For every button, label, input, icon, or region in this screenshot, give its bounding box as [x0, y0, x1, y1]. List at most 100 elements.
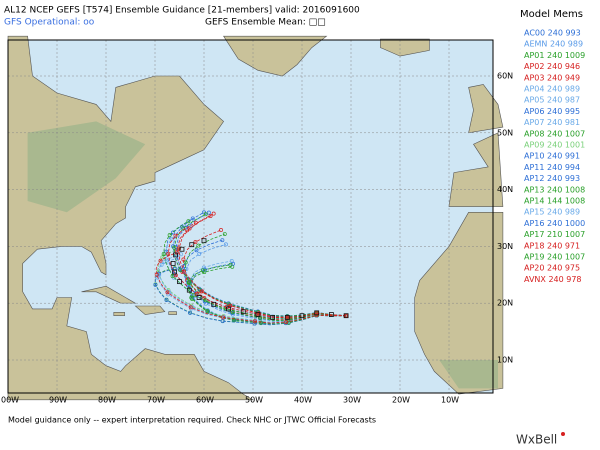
track [185, 244, 347, 323]
lon-label: 90W [49, 396, 67, 405]
mean-point [284, 314, 290, 320]
land [113, 311, 125, 317]
mean-point [211, 301, 217, 307]
track [172, 211, 347, 317]
track-point [165, 290, 170, 295]
legend-entry: AP05 240 987 [524, 96, 580, 105]
track-point [164, 298, 169, 303]
land [380, 38, 430, 57]
track-point [284, 320, 288, 324]
track-point [223, 242, 228, 247]
mean-point [177, 279, 182, 285]
lat-label: 60N [497, 72, 513, 81]
footer: Model guidance only -- expert interpreta… [8, 416, 376, 425]
track [178, 213, 347, 318]
legend-entry: AP16 240 1000 [524, 219, 585, 228]
mean-point [314, 310, 320, 316]
track-point [194, 291, 199, 296]
track [176, 215, 347, 318]
track-point [286, 320, 291, 325]
track-point [172, 267, 177, 271]
lat-label: 40N [497, 185, 513, 194]
gfs-operational: GFS Operational: oo [4, 18, 95, 28]
track-point [172, 245, 177, 250]
legend-entry: AP15 240 989 [524, 208, 580, 217]
track-point [184, 266, 189, 271]
track-point [181, 269, 186, 274]
lon-label: 00W [1, 396, 19, 405]
legend-entry: AP11 240 994 [524, 163, 580, 172]
track-point [200, 289, 205, 294]
mean-point [186, 287, 192, 293]
mean-point [189, 242, 195, 248]
track [167, 222, 347, 319]
track-point [186, 219, 191, 224]
mean-point [173, 252, 178, 258]
track-point [222, 314, 226, 319]
legend-entry: AP14 144 1008 [524, 197, 585, 206]
track-point [189, 295, 194, 300]
mean-point [170, 261, 176, 266]
land [468, 84, 504, 134]
legend: AC00 240 993 AEMN 240 989 AP01 240 1009 AP0… [524, 29, 585, 284]
lon-label: 50W [245, 396, 263, 405]
track-point [158, 258, 163, 263]
lon-label: 70W [147, 396, 165, 405]
mean-point [255, 312, 261, 317]
header-title: AL12 NCEP GEFS [T574] Ensemble Guidance … [4, 6, 360, 16]
track [156, 252, 347, 324]
track-point [211, 211, 216, 216]
legend-entry: AP20 240 975 [524, 264, 580, 273]
track-point [188, 305, 193, 310]
track-point [177, 246, 181, 251]
legend-entry: AP18 240 971 [524, 241, 580, 250]
legend-title: Model Mems [520, 9, 583, 20]
track-point [161, 252, 166, 256]
legend-entry: AP06 240 995 [524, 107, 580, 116]
ensemble-mean: GEFS Ensemble Mean: □□ [205, 18, 326, 28]
track-point [208, 214, 213, 218]
track-point [194, 248, 199, 253]
land [414, 212, 504, 395]
logo: WxBell [516, 433, 557, 447]
track-point [178, 268, 183, 273]
track-point [187, 280, 192, 284]
mean-point [201, 238, 207, 244]
axes-labels: 00W 90W 80W 70W 60W 50W 40W 30W 20W 10W 60N 50N 40N 3… [1, 72, 513, 405]
legend-entry: AP02 240 946 [524, 62, 580, 71]
land [223, 35, 328, 77]
track-point [258, 320, 263, 325]
legend-entry: AEMN 240 989 [524, 40, 583, 49]
track-point [190, 216, 195, 221]
lon-label: 80W [98, 396, 116, 405]
track-point [231, 317, 236, 322]
track-point [205, 309, 210, 313]
mean-point [299, 313, 305, 319]
track-point [203, 212, 208, 217]
lat-label: 10N [497, 356, 513, 365]
mean-point [270, 314, 276, 320]
track-point [183, 260, 188, 265]
mean-point [343, 313, 349, 319]
legend-entry: AP03 240 949 [524, 73, 580, 82]
mean-point [226, 306, 231, 312]
land [168, 311, 177, 315]
legend-entry: AP09 240 1001 [524, 141, 585, 150]
forest [439, 360, 498, 389]
lon-label: 60W [196, 396, 214, 405]
track-point [257, 311, 261, 316]
mean-point [328, 312, 334, 317]
lon-label: 20W [392, 396, 410, 405]
track [182, 229, 347, 321]
track-point [230, 311, 235, 315]
legend-entry: AP10 240 991 [524, 152, 580, 161]
lon-label: 30W [343, 396, 361, 405]
track-point [154, 272, 159, 277]
track-point [166, 251, 171, 256]
legend-entry: AP07 240 981 [524, 118, 580, 127]
track-point [160, 255, 165, 260]
track-point [157, 273, 162, 278]
track-point [222, 232, 227, 236]
track-point [173, 233, 178, 238]
